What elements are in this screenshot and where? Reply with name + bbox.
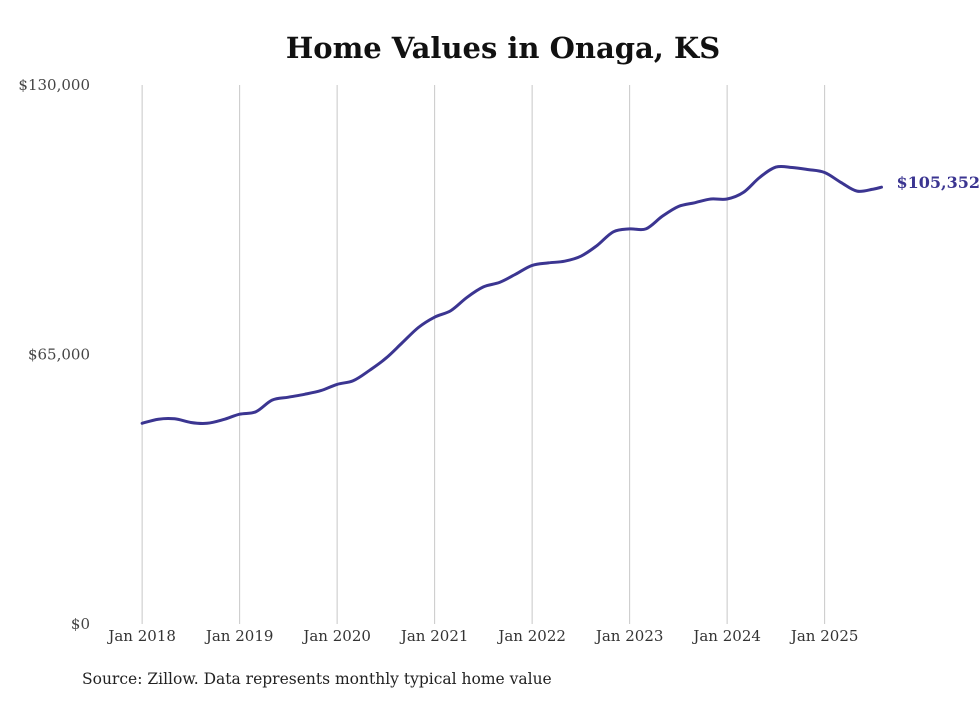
x-axis-ticks: Jan 2018 Jan 2019 Jan 2020 Jan 2021 Jan 2022… <box>106 627 858 645</box>
x-tick-label: Jan 2019 <box>204 627 274 645</box>
x-tick-label: Jan 2020 <box>301 627 371 645</box>
x-tick-label: Jan 2025 <box>789 627 859 645</box>
y-tick-label: $65,000 <box>28 346 90 364</box>
end-value-label: $105,352 <box>897 173 980 192</box>
y-tick-label: $130,000 <box>18 76 90 94</box>
x-tick-label: Jan 2018 <box>106 627 176 645</box>
x-tick-label: Jan 2023 <box>594 627 664 645</box>
x-tick-label: Jan 2021 <box>399 627 469 645</box>
y-axis-ticks: $0 $65,000 $130,000 <box>18 76 90 633</box>
x-tick-label: Jan 2024 <box>691 627 761 645</box>
vertical-grid <box>142 85 825 624</box>
x-tick-label: Jan 2022 <box>496 627 566 645</box>
y-tick-label: $0 <box>71 615 90 633</box>
series-line-home-value <box>142 166 881 423</box>
chart-title: Home Values in Onaga, KS <box>286 31 720 65</box>
source-note: Source: Zillow. Data represents monthly … <box>82 670 552 688</box>
